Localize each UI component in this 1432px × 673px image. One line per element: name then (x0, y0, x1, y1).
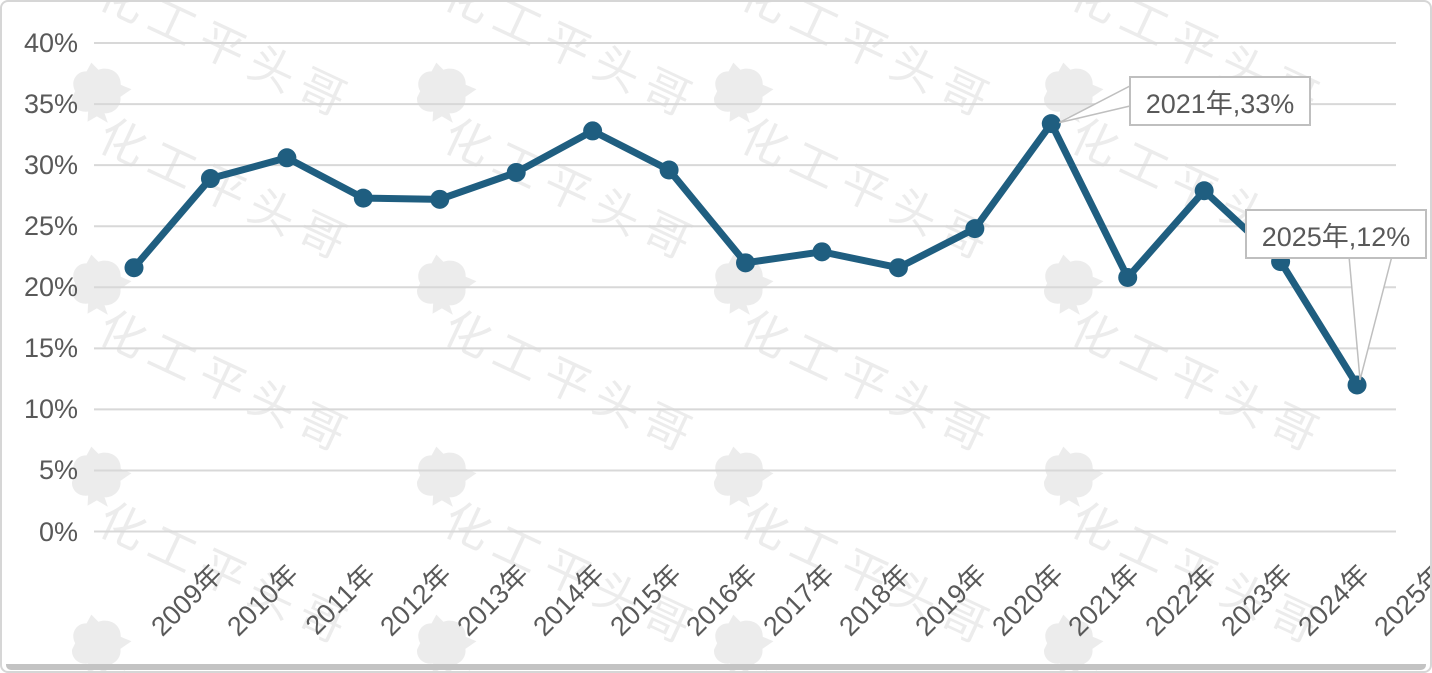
honey-badger-logo-icon (417, 62, 477, 123)
honey-badger-logo-icon (714, 62, 774, 123)
watermark-logo (402, 439, 483, 519)
annotation-label-2025: 2025年,12% (1261, 221, 1411, 252)
annotation-label-2021: 2021年,33% (1145, 88, 1295, 119)
data-point-2009年 (124, 258, 144, 278)
honey-badger-logo-icon (72, 254, 132, 315)
annotation-callout-2021: 2021年,33% (1129, 76, 1311, 126)
honey-badger-logo-icon (1044, 254, 1104, 315)
watermark-logo (699, 247, 780, 327)
watermark-logo (1029, 439, 1110, 519)
data-point-2025年 (1347, 375, 1367, 395)
watermark-logo (1029, 607, 1110, 671)
data-point-2020年 (965, 219, 985, 239)
watermark-logo (699, 439, 780, 519)
watermark-logo (402, 247, 483, 327)
data-point-2011年 (277, 148, 297, 168)
honey-badger-logo-icon (714, 446, 774, 507)
honey-badger-logo-icon (417, 446, 477, 507)
data-point-2017年 (736, 253, 756, 273)
honey-badger-logo-icon (1044, 446, 1104, 507)
data-point-2018年 (812, 242, 832, 262)
data-point-2013年 (430, 189, 450, 209)
bottom-edge-strip (6, 664, 1426, 670)
watermark-logo (57, 55, 138, 135)
watermark-logo (402, 55, 483, 135)
honey-badger-logo-icon (72, 446, 132, 507)
watermark-logo (57, 247, 138, 327)
watermark-logo (57, 607, 138, 671)
honey-badger-logo-icon (72, 614, 132, 671)
watermark-logo (699, 607, 780, 671)
data-point-2022年 (1118, 267, 1138, 287)
honey-badger-logo-icon (714, 614, 774, 671)
data-point-2010年 (200, 169, 220, 189)
data-point-2021年 (1041, 114, 1061, 134)
honey-badger-logo-icon (417, 614, 477, 671)
watermark-logo (699, 55, 780, 135)
data-point-2016年 (659, 160, 679, 180)
honey-badger-logo-icon (1044, 614, 1104, 671)
honey-badger-logo-icon (72, 62, 132, 123)
data-point-2014年 (506, 162, 526, 182)
callout-leader-2025 (1348, 255, 1393, 381)
honey-badger-logo-icon (417, 254, 477, 315)
data-point-2019年 (888, 258, 908, 278)
watermark-logo (1029, 247, 1110, 327)
data-point-2023年 (1194, 181, 1214, 201)
annotation-callout-2025: 2025年,12% (1245, 209, 1427, 259)
watermark-logo (402, 607, 483, 671)
data-point-2015年 (583, 121, 603, 141)
watermark-logo (57, 439, 138, 519)
data-point-2012年 (353, 188, 373, 208)
honey-badger-logo-icon (714, 254, 774, 315)
